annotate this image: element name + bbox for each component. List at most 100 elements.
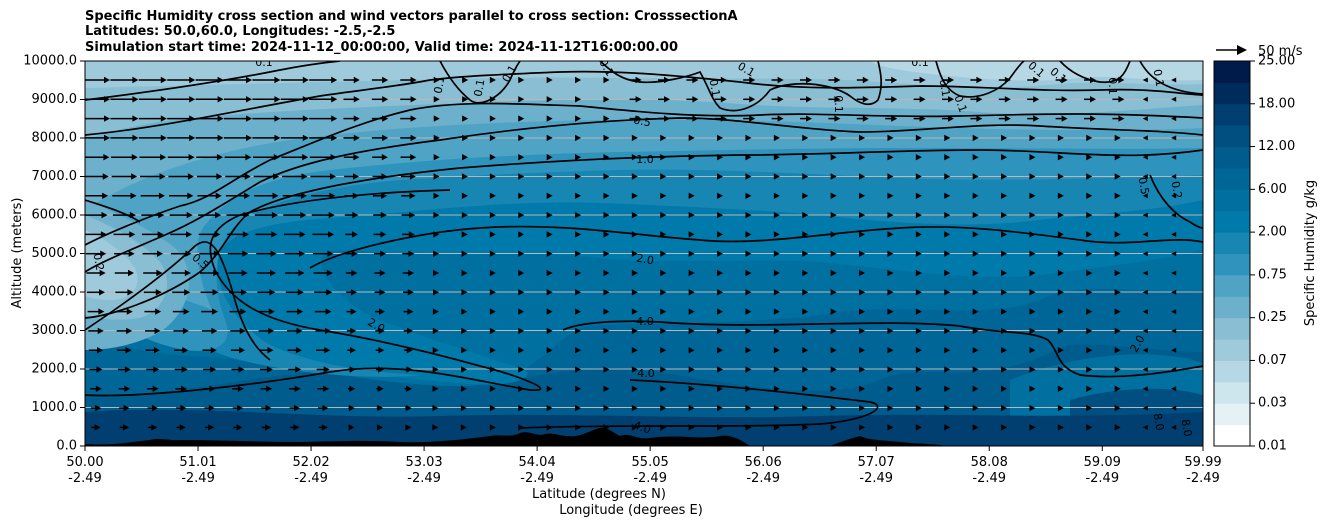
contour-label: 8.0	[1151, 412, 1167, 431]
terrain-silhouette	[85, 427, 945, 446]
wind-vector-head	[660, 231, 667, 238]
x-axis-title-latitude: Latitude (degrees N)	[532, 487, 666, 502]
wind-vector-head	[688, 289, 695, 296]
wind-vector-head	[300, 192, 307, 199]
wind-vector-head	[382, 134, 389, 142]
wind-vector-head	[182, 347, 189, 354]
wind-vector-head	[859, 173, 866, 180]
contour-label: 0.1	[937, 78, 953, 97]
wind-vector-head	[1086, 327, 1093, 335]
wind-vector-head	[915, 269, 922, 277]
contour-label: 0.1	[707, 78, 723, 97]
wind-vector-head	[1090, 115, 1096, 122]
wind-vector-head	[98, 289, 105, 296]
wind-vector-head	[688, 173, 695, 180]
wind-vector-head	[1086, 211, 1093, 219]
x-tick-label-longitude: -2.49	[407, 471, 441, 486]
wind-vector-head	[273, 173, 280, 180]
wind-vector-head	[408, 231, 415, 238]
wind-vector-head	[1171, 77, 1177, 83]
wind-vector-head	[688, 385, 695, 392]
wind-vector-head	[1142, 77, 1148, 83]
wind-vector-head	[745, 327, 752, 335]
y-axis: 0.0 1000.0 2000.0 3000.0 4000.0 5000.0 6000.0 7…	[23, 54, 85, 454]
wind-vector-head	[322, 404, 329, 412]
x-tick-label-longitude: -2.49	[294, 471, 328, 486]
wind-vector-head	[972, 231, 979, 238]
wind-vector-head	[353, 154, 360, 161]
wind-vector-head	[603, 192, 610, 199]
wind-vector-head	[631, 424, 638, 431]
wind-vector-head	[688, 134, 695, 142]
wind-vector-head	[1114, 366, 1121, 373]
y-tick-label: 0.0	[56, 439, 77, 454]
wind-vector-head	[972, 385, 979, 392]
wind-vector-head	[377, 385, 384, 392]
wind-vector-head	[972, 308, 979, 315]
wind-vector-head	[830, 269, 837, 277]
wind-vector-head	[603, 347, 610, 354]
wind-vector-head	[546, 385, 553, 392]
contour-label: 0.1	[1106, 77, 1119, 95]
wind-vector-head	[1142, 386, 1148, 392]
wind-vector-head	[1114, 404, 1121, 412]
wind-vector-head	[717, 250, 724, 257]
wind-vector-head	[1171, 405, 1177, 411]
wind-vector-head	[132, 76, 139, 84]
wind-vector-head	[745, 211, 752, 219]
wind-vector-head	[179, 424, 186, 431]
wind-vector-head	[380, 211, 387, 219]
wind-vector-head	[631, 385, 638, 392]
wind-vector-head	[518, 269, 525, 277]
x-axis-title-longitude: Longitude (degrees E)	[559, 503, 703, 518]
wind-vector-head	[745, 269, 752, 277]
wind-vector-head	[717, 366, 724, 373]
wind-vector-head	[859, 134, 866, 142]
wind-vector-head	[887, 231, 894, 238]
wind-vector-head	[302, 76, 309, 84]
wind-vector-head	[1171, 309, 1177, 315]
wind-vector-head	[1171, 116, 1177, 122]
wind-vector-head	[660, 211, 667, 219]
wind-vector-head	[1142, 424, 1148, 430]
wind-vector-head	[802, 308, 809, 315]
wind-vector-head	[887, 192, 894, 199]
wind-vector-head	[103, 154, 110, 161]
wind-vector-head	[546, 96, 553, 103]
wind-vector-head	[802, 385, 809, 392]
wind-vector-head	[830, 211, 837, 219]
wind-vector-head	[1057, 192, 1064, 199]
x-tick-label-latitude: 51.01	[179, 455, 216, 470]
wind-vector-head	[132, 96, 139, 103]
wind-vector-head	[326, 269, 333, 277]
wind-vector-head	[300, 211, 307, 219]
wind-vector-head	[887, 211, 894, 219]
wind-vector-head	[603, 211, 610, 219]
wind-vector-head	[352, 192, 359, 199]
wind-vector-head	[1029, 269, 1036, 277]
wind-vector-head	[1001, 327, 1008, 335]
wind-vector-head	[1057, 424, 1064, 431]
wind-vector-head	[266, 385, 273, 392]
wind-vector-head	[274, 96, 281, 103]
colorbar-tick-label: 6.00	[1258, 182, 1287, 197]
wind-vector-head	[749, 96, 756, 103]
wind-vector-head	[660, 134, 667, 142]
wind-vector-head	[688, 231, 695, 238]
wind-vector-head	[160, 96, 167, 103]
wind-vector-head	[299, 250, 306, 257]
wind-vector-head	[972, 366, 979, 373]
wind-vector-head	[1171, 174, 1177, 179]
wind-vector-head	[603, 327, 610, 335]
wind-vector-head	[830, 134, 837, 142]
x-tick-label-longitude: -2.49	[746, 471, 780, 486]
wind-vector-head	[153, 366, 160, 373]
wind-vector-head	[1114, 192, 1121, 199]
wind-vector-head	[745, 134, 752, 142]
wind-vector-head	[329, 192, 336, 199]
wind-vector-head	[717, 134, 724, 142]
y-tick-label: 6000.0	[32, 208, 78, 223]
wind-vector-head	[944, 173, 951, 180]
wind-vector-head	[1171, 328, 1177, 334]
wind-vector-head	[406, 347, 413, 354]
